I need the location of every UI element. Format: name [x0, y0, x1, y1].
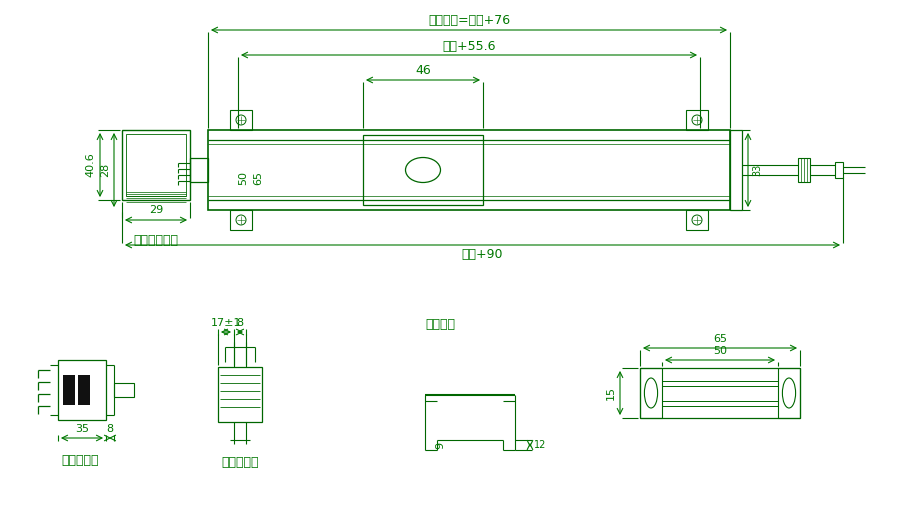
Text: 型号+55.6: 型号+55.6: [442, 39, 496, 53]
Text: 9: 9: [435, 442, 445, 449]
Text: 65: 65: [713, 334, 727, 344]
Bar: [686, 110, 708, 130]
Bar: [78, 375, 90, 405]
Bar: [190, 158, 208, 182]
Text: 15: 15: [606, 386, 616, 400]
Bar: [230, 210, 252, 230]
Text: 28: 28: [100, 163, 110, 177]
Bar: [208, 130, 730, 210]
Text: 50: 50: [238, 171, 248, 185]
Bar: [126, 134, 186, 196]
Bar: [798, 158, 810, 182]
Text: 29: 29: [149, 205, 163, 215]
Bar: [63, 375, 75, 405]
Text: 46: 46: [415, 65, 431, 78]
Text: 40.6: 40.6: [85, 153, 95, 177]
Bar: [114, 383, 134, 397]
Bar: [730, 130, 742, 210]
Bar: [218, 367, 262, 422]
Text: 8: 8: [106, 424, 114, 434]
Bar: [363, 135, 483, 205]
Text: 航空插头式: 航空插头式: [61, 453, 99, 466]
Bar: [230, 110, 252, 130]
Text: 35: 35: [75, 424, 89, 434]
Text: 33: 33: [752, 164, 762, 176]
Text: 12: 12: [533, 440, 546, 450]
Text: 65: 65: [253, 171, 263, 185]
Bar: [778, 368, 800, 418]
Bar: [640, 368, 800, 418]
Bar: [640, 368, 662, 418]
Text: 防水接头式: 防水接头式: [222, 455, 259, 468]
Text: 50: 50: [713, 346, 727, 356]
Text: 铝管总长=型号+76: 铝管总长=型号+76: [428, 14, 510, 27]
Bar: [686, 210, 708, 230]
Bar: [58, 360, 106, 420]
Text: 型号+90: 型号+90: [461, 249, 504, 262]
Bar: [835, 162, 843, 178]
Text: 赫斯曼插头式: 赫斯曼插头式: [133, 234, 178, 247]
Text: 安装支架: 安装支架: [425, 318, 455, 331]
Bar: [122, 130, 190, 200]
Text: 8: 8: [236, 318, 243, 328]
Text: 17±1: 17±1: [211, 318, 241, 328]
